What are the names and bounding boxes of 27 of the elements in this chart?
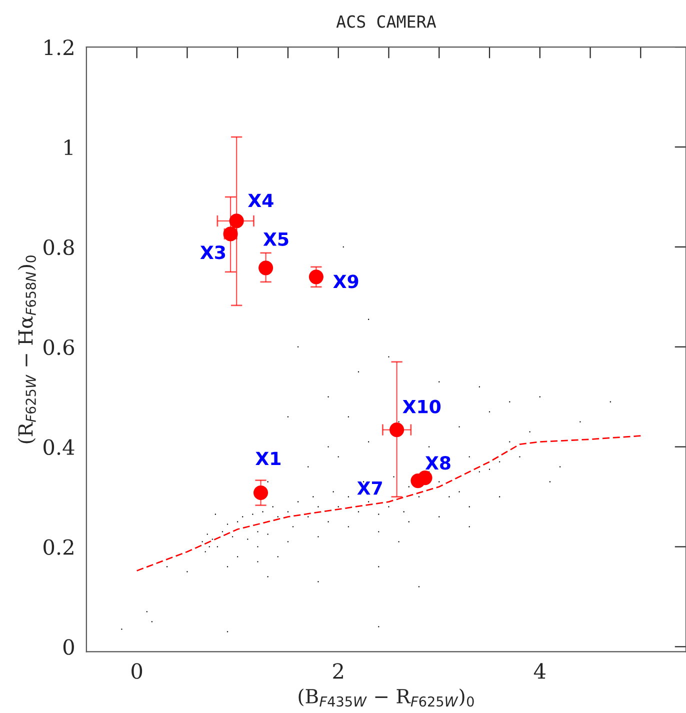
- annotation: X4: [248, 194, 274, 208]
- annotation: X10: [402, 400, 441, 414]
- x-tick-label: 2: [333, 663, 343, 679]
- y-tick-label: 0.2: [44, 539, 74, 555]
- point: [253, 485, 268, 500]
- chart-title: ACS CAMERA: [336, 15, 436, 28]
- x-tick-label: 4: [534, 663, 546, 679]
- y-tick-label: 0.8: [44, 239, 74, 256]
- annotation: X3: [200, 246, 226, 260]
- annotation: X1: [256, 452, 280, 466]
- point: [258, 260, 274, 276]
- point: [308, 270, 324, 284]
- y-tick-label: 0.6: [44, 339, 74, 356]
- annotation: X5: [263, 232, 288, 246]
- point: [229, 214, 244, 228]
- annotation: X7: [357, 482, 382, 495]
- y-tick-label: 0: [63, 639, 74, 655]
- y-tick-label: 1.2: [44, 40, 74, 56]
- point: [390, 422, 404, 438]
- x-tick-label: 0: [132, 663, 142, 679]
- annotation: X9: [333, 274, 358, 288]
- line-series: [136, 435, 642, 572]
- y-axis-title: (R$_{F625W}$ − Hα$_{F658N}$)$_{0}$: [18, 256, 36, 444]
- y-tick-label: 1: [64, 139, 72, 155]
- y-tick-label: 0.4: [44, 439, 74, 456]
- x-axis-title: (B$_{F435W}$ − R$_{F625W}$)$_{0}$: [298, 688, 474, 707]
- annotation: X8: [425, 456, 450, 470]
